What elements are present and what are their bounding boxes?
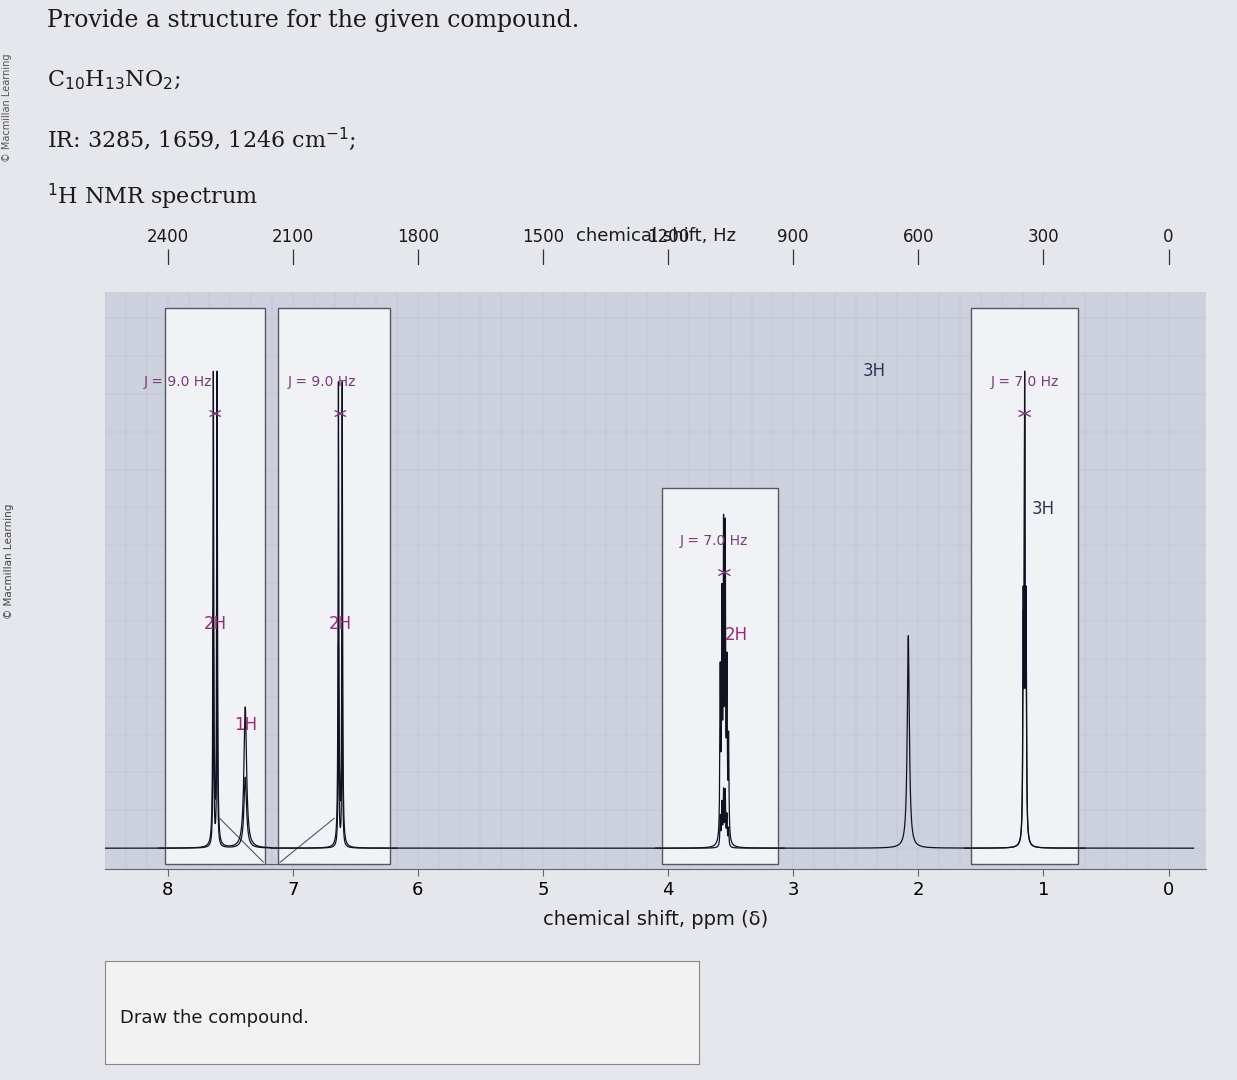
Text: 600: 600 xyxy=(903,228,934,246)
Text: $^{1}$H NMR spectrum: $^{1}$H NMR spectrum xyxy=(47,181,257,212)
Text: © Macmillan Learning: © Macmillan Learning xyxy=(4,504,15,619)
Text: J = 9.0 Hz: J = 9.0 Hz xyxy=(287,375,356,389)
Text: J = 9.0 Hz: J = 9.0 Hz xyxy=(143,375,212,389)
Text: 1H: 1H xyxy=(234,716,257,733)
Text: 0: 0 xyxy=(1163,228,1174,246)
Text: IR: 3285, 1659, 1246 cm$^{-1}$;: IR: 3285, 1659, 1246 cm$^{-1}$; xyxy=(47,125,356,152)
Text: C$_{10}$H$_{13}$NO$_2$;: C$_{10}$H$_{13}$NO$_2$; xyxy=(47,69,181,92)
Text: 2H: 2H xyxy=(725,625,747,644)
Text: 3H: 3H xyxy=(1032,500,1055,518)
Text: © Macmillan Learning: © Macmillan Learning xyxy=(2,54,12,162)
FancyBboxPatch shape xyxy=(166,308,265,864)
Text: 1500: 1500 xyxy=(522,228,564,246)
X-axis label: chemical shift, ppm (δ): chemical shift, ppm (δ) xyxy=(543,910,768,929)
Text: Draw the compound.: Draw the compound. xyxy=(120,1009,309,1027)
FancyBboxPatch shape xyxy=(662,488,778,864)
Text: J = 7.0 Hz: J = 7.0 Hz xyxy=(679,534,748,548)
Text: 1800: 1800 xyxy=(397,228,439,246)
Text: Provide a structure for the given compound.: Provide a structure for the given compou… xyxy=(47,9,579,31)
Text: chemical shift, Hz: chemical shift, Hz xyxy=(575,227,736,245)
Text: 2100: 2100 xyxy=(272,228,314,246)
FancyBboxPatch shape xyxy=(971,308,1079,864)
Text: 2400: 2400 xyxy=(147,228,189,246)
Text: J = 7.0 Hz: J = 7.0 Hz xyxy=(991,375,1059,389)
Text: 300: 300 xyxy=(1028,228,1059,246)
Text: 900: 900 xyxy=(778,228,809,246)
Text: 2H: 2H xyxy=(204,615,226,633)
Text: 3H: 3H xyxy=(863,362,886,380)
FancyBboxPatch shape xyxy=(278,308,391,864)
Text: 2H: 2H xyxy=(329,615,351,633)
Text: 1200: 1200 xyxy=(647,228,689,246)
